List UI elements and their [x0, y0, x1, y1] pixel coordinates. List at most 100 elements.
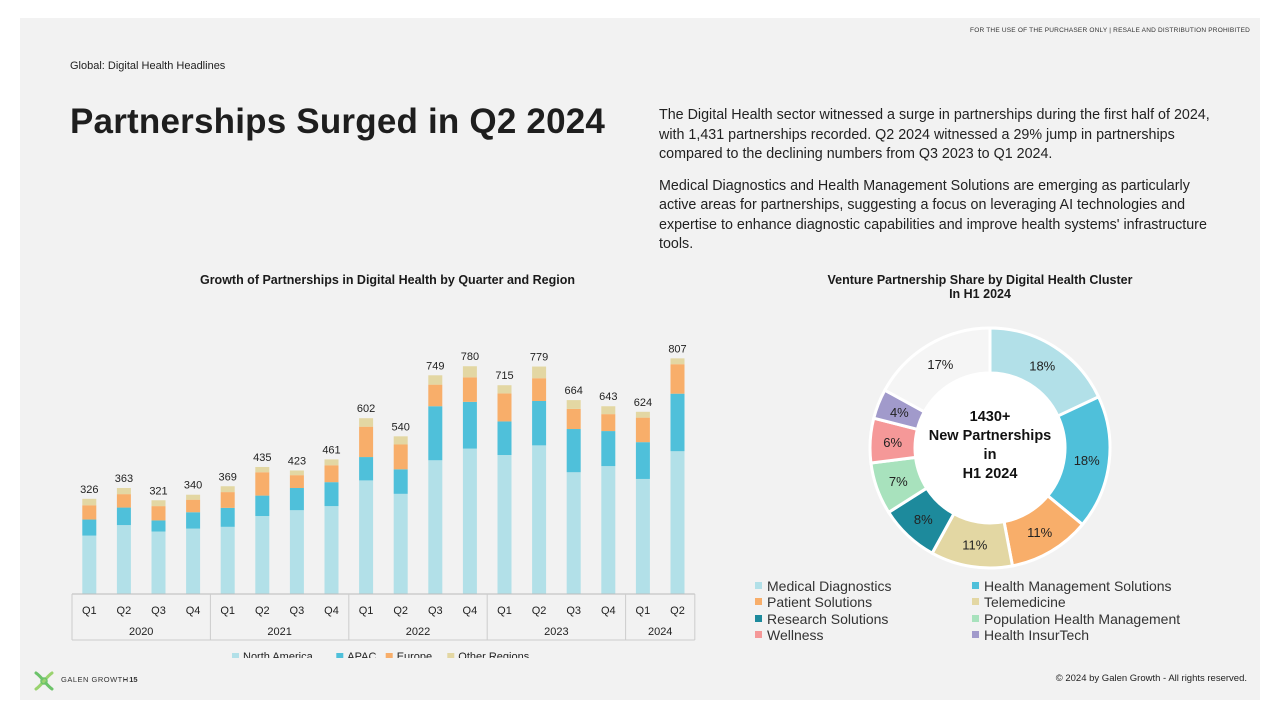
legend-label: APAC [347, 651, 376, 658]
bar-segment-apac [324, 482, 339, 507]
bar-segment-apac [220, 507, 235, 527]
bar-segment-north-america [462, 448, 477, 594]
legend-item-north-america: North America [232, 651, 314, 658]
summary-paragraph-2: Medical Diagnostics and Health Managemen… [659, 177, 1207, 253]
bar-segment-north-america [497, 455, 512, 594]
bar-segment-other-regions [532, 366, 547, 379]
bar-segment-apac [359, 457, 374, 481]
bar-segment-north-america [532, 445, 547, 594]
bar-segment-other-regions [255, 466, 270, 473]
x-tick-label: Q1 [636, 605, 651, 617]
donut-center-text: H1 2024 [963, 466, 1018, 482]
summary-text: The Digital Health sector witnessed a su… [659, 106, 1219, 267]
bar-total-label: 369 [219, 471, 237, 483]
bar-segment-europe [670, 364, 685, 394]
legend-item-population-health-management: Population Health Management [972, 611, 1180, 627]
donut-slice-other [882, 326, 992, 414]
bar-segment-apac [82, 519, 97, 536]
bar-total-label: 664 [565, 385, 583, 397]
legend-swatch [336, 653, 344, 658]
bar-segment-north-america [186, 528, 201, 594]
legend-label: Population Health Management [984, 610, 1181, 627]
bar-segment-other-regions [359, 418, 374, 427]
page-title: Partnerships Surged in Q2 2024 [70, 102, 606, 141]
legend-label: Wellness [767, 626, 824, 643]
bar-segment-north-america [82, 535, 97, 594]
donut-slice-label: 18% [1074, 453, 1100, 468]
bar-total-label: 363 [115, 473, 133, 485]
bar-segment-europe [324, 465, 339, 483]
bar-segment-apac [462, 401, 477, 449]
bar-segment-apac [428, 406, 443, 461]
bar-segment-apac [635, 442, 650, 479]
bar-segment-other-regions [635, 411, 650, 418]
donut-chart-title: Venture Partnership Share by Digital Hea… [780, 273, 1180, 301]
bar-segment-other-regions [186, 494, 201, 500]
page-number: – 15 [123, 675, 138, 684]
bar-segment-europe [82, 505, 97, 520]
x-tick-label: Q1 [82, 605, 97, 617]
bar-segment-europe [428, 384, 443, 407]
x-tick-label: Q4 [324, 605, 339, 617]
bar-segment-europe [532, 378, 547, 401]
bar-total-label: 340 [184, 480, 202, 492]
bar-segment-europe [359, 426, 374, 458]
bar-segment-other-regions [670, 358, 685, 365]
bar-total-label: 807 [668, 343, 686, 355]
bar-segment-north-america [151, 531, 166, 594]
legend-item-patient-solutions: Patient Solutions [755, 594, 872, 610]
bar-total-label: 779 [530, 352, 548, 364]
bar-segment-apac [532, 400, 547, 446]
bar-segment-europe [497, 393, 512, 422]
bar-segment-other-regions [462, 366, 477, 378]
legend-swatch [972, 630, 979, 638]
slide: FOR THE USE OF THE PURCHASER ONLY | RESA… [20, 18, 1260, 700]
bar-segment-europe [116, 494, 131, 508]
bar-segment-north-america [255, 516, 270, 594]
donut-slice-label: 6% [883, 435, 902, 450]
x-tick-label: Q2 [670, 605, 685, 617]
donut-slice-label: 8% [914, 512, 933, 527]
x-tick-label: Q2 [393, 605, 408, 617]
bar-segment-other-regions [289, 470, 304, 476]
eyebrow-label: Global: Digital Health Headlines [70, 60, 226, 72]
bar-segment-other-regions [428, 375, 443, 385]
donut-center-text: New Partnerships [929, 428, 1052, 444]
bar-segment-north-america [220, 526, 235, 594]
bar-segment-europe [255, 472, 270, 496]
bar-segment-europe [289, 475, 304, 489]
legend-item-europe: Europe [385, 651, 432, 658]
bar-segment-north-america [635, 478, 650, 594]
x-tick-label: Q1 [220, 605, 235, 617]
legend-label: Health InsurTech [984, 626, 1090, 643]
footer-brand: GALEN GROWTH [61, 675, 129, 684]
bar-segment-apac [255, 495, 270, 517]
bar-total-label: 423 [288, 455, 306, 467]
x-tick-label: Q4 [186, 605, 201, 617]
legend-swatch [447, 653, 455, 658]
bar-segment-north-america [670, 451, 685, 594]
legend-item-health-management-solutions: Health Management Solutions [972, 578, 1172, 594]
donut-slice-label: 17% [927, 357, 953, 372]
bar-segment-apac [186, 512, 201, 529]
donut-slice-label: 4% [890, 405, 909, 420]
galen-growth-logo [34, 671, 54, 691]
legend-swatch [232, 653, 239, 658]
bar-segment-apac [497, 421, 512, 456]
bar-segment-europe [566, 408, 581, 430]
x-tick-label: Q2 [117, 605, 132, 617]
bar-segment-apac [151, 520, 166, 532]
bar-segment-north-america [324, 506, 339, 594]
bar-total-label: 435 [253, 452, 271, 464]
bar-segment-other-regions [82, 498, 97, 506]
legend-label: Patient Solutions [767, 594, 873, 611]
year-group-label: 2020 [129, 626, 153, 638]
bar-segment-europe [151, 506, 166, 521]
donut-slice-label: 18% [1029, 359, 1055, 374]
bar-segment-other-regions [393, 436, 408, 445]
legend-label: Medical Diagnostics [767, 578, 892, 594]
bar-segment-north-america [566, 472, 581, 594]
bar-segment-north-america [116, 525, 131, 594]
legend-item-telemedicine: Telemedicine [972, 594, 1066, 610]
year-group-label: 2021 [267, 626, 291, 638]
